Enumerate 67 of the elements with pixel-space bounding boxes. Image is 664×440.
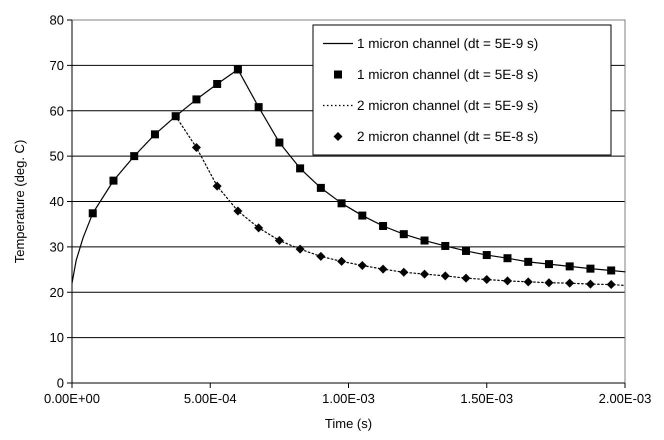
point <box>440 271 450 280</box>
x-tick-label: 1.00E-03 <box>322 391 375 406</box>
point <box>502 276 512 286</box>
x-tick-label: 0.00E+00 <box>44 391 100 406</box>
point <box>441 242 450 250</box>
point <box>275 138 284 147</box>
point <box>233 206 242 216</box>
y-tick-label: 50 <box>50 148 64 164</box>
point <box>254 223 264 232</box>
y-tick-label: 80 <box>50 12 64 28</box>
point <box>399 268 408 277</box>
legend-label: 2 micron channel (dt = 5E-9 s) <box>357 98 538 114</box>
point <box>586 264 594 273</box>
y-tick-label: 60 <box>50 103 64 118</box>
point <box>482 251 491 260</box>
point <box>358 212 366 220</box>
point <box>420 236 429 245</box>
point <box>172 112 180 120</box>
point <box>337 256 346 266</box>
point <box>192 143 201 152</box>
point <box>109 176 118 185</box>
point <box>88 209 97 218</box>
point <box>316 252 326 261</box>
point <box>524 258 532 266</box>
point <box>566 262 574 270</box>
point <box>296 244 305 254</box>
point <box>544 260 553 268</box>
point <box>212 182 222 191</box>
point <box>254 103 263 112</box>
point <box>462 246 470 255</box>
point <box>420 270 430 279</box>
y-tick-label: 40 <box>50 194 64 210</box>
point <box>379 222 388 230</box>
point <box>296 164 304 172</box>
point <box>316 184 325 192</box>
x-tick-label: 1.50E-03 <box>460 391 514 406</box>
point <box>358 260 367 270</box>
point <box>192 95 200 104</box>
y-tick-label: 10 <box>50 330 64 346</box>
point <box>378 264 388 274</box>
point <box>213 80 222 88</box>
legend-label: 1 micron channel (dt = 5E-8 s) <box>357 67 538 82</box>
y-tick-label: 0 <box>56 376 64 391</box>
y-tick-label: 70 <box>50 58 64 73</box>
legend-label: 2 micron channel (dt = 5E-8 s) <box>357 129 538 144</box>
point <box>234 65 242 74</box>
x-tick-label: 5.00E-04 <box>184 391 237 406</box>
point <box>606 280 616 290</box>
point <box>338 199 346 208</box>
point <box>586 280 595 289</box>
point <box>524 277 533 286</box>
point <box>544 278 554 288</box>
point <box>503 254 512 262</box>
point <box>462 274 471 283</box>
y-axis-title: Temperature (deg. C) <box>12 140 27 264</box>
point <box>274 236 284 246</box>
x-axis-title: Time (s) <box>324 416 372 431</box>
point <box>565 278 574 288</box>
point <box>130 152 138 160</box>
point <box>482 275 492 284</box>
y-tick-label: 30 <box>50 239 64 254</box>
y-tick-label: 20 <box>50 284 64 300</box>
x-tick-label: 2.00E-03 <box>598 391 652 406</box>
point <box>400 230 408 238</box>
legend-label: 1 micron channel (dt = 5E-9 s) <box>357 36 538 52</box>
point <box>607 266 616 274</box>
point <box>150 130 159 138</box>
